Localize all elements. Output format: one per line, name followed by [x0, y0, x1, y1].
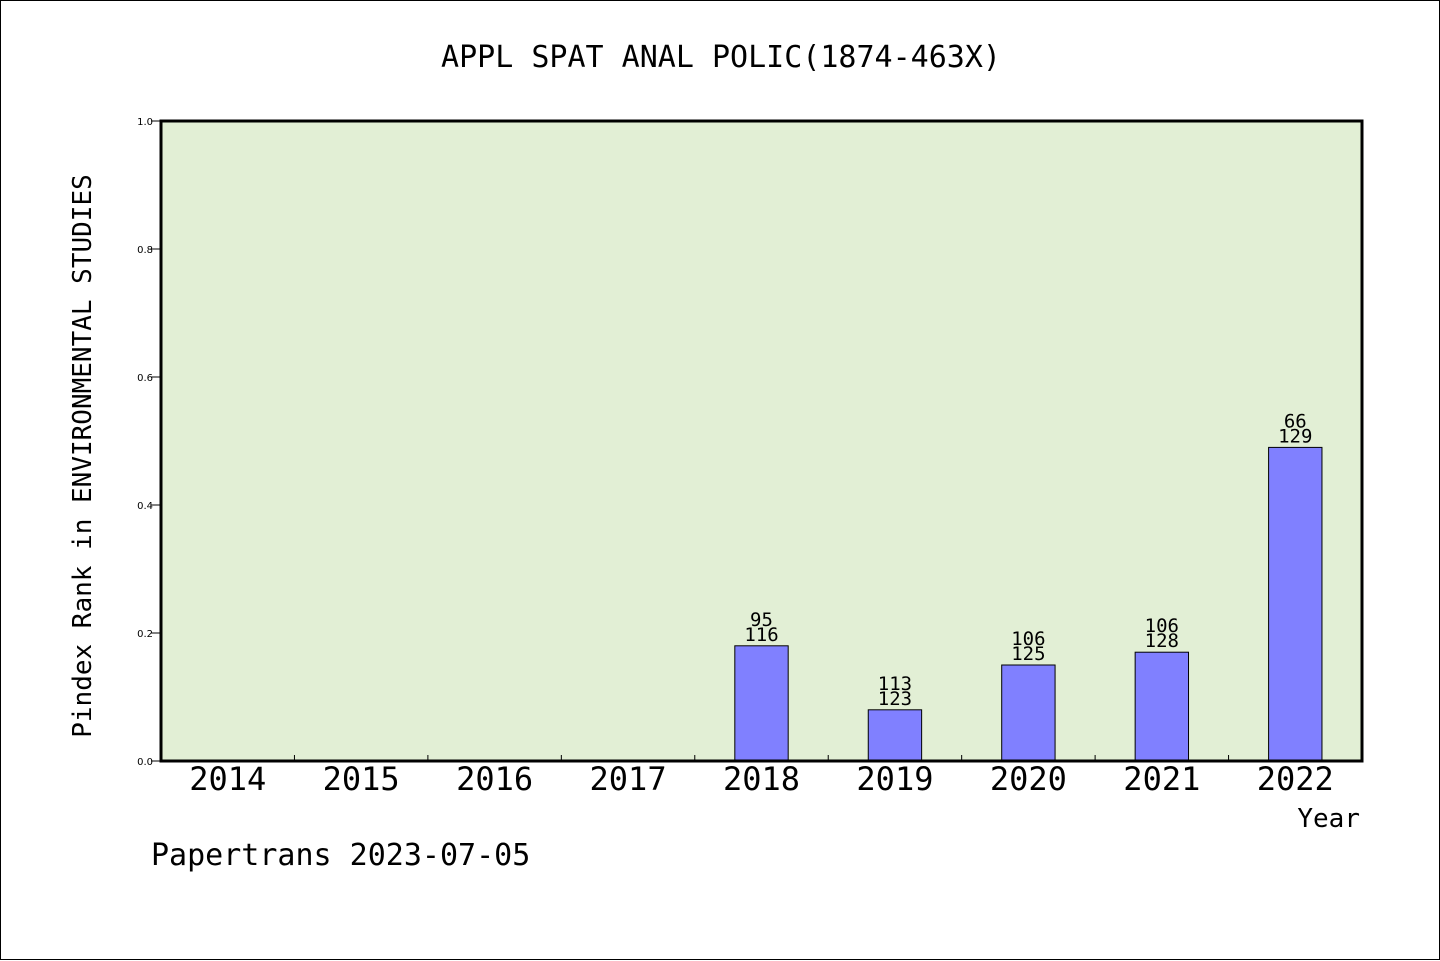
rank-label: 106 [1145, 615, 1179, 637]
total-label: 129 [1278, 425, 1312, 447]
bars-group [734, 446, 1323, 762]
total-label: 125 [1011, 643, 1045, 665]
rank-label: 113 [878, 673, 912, 695]
y-tick-label: 0.8 [137, 245, 153, 256]
total-label: 128 [1145, 630, 1179, 652]
bar-2022 [1268, 446, 1323, 762]
chart-title: APPL SPAT ANAL POLIC(1874-463X) [441, 40, 1001, 75]
x-tick-label: 2014 [189, 760, 266, 798]
plot-border [159, 119, 1364, 763]
y-tick-label: 0.4 [137, 501, 153, 512]
total-label: 116 [744, 624, 778, 646]
x-tick-label: 2020 [990, 760, 1067, 798]
total-label: 123 [878, 688, 912, 710]
x-tick-label: 2015 [323, 760, 400, 798]
bar-2021 [1134, 651, 1190, 762]
bar-2020 [1001, 664, 1056, 762]
x-tick-label: 2022 [1257, 760, 1334, 798]
rank-label: 106 [1011, 628, 1045, 650]
x-tick-label: 2018 [723, 760, 800, 798]
y-tick-label: 0.6 [137, 373, 153, 384]
x-axis-label: Year [1297, 804, 1360, 834]
y-axis-label: Pindex Rank in ENVIRONMENTAL STUDIES [68, 174, 98, 738]
y-tick-label: 1.0 [137, 117, 153, 128]
x-tick-label: 2016 [456, 760, 533, 798]
y-tick-label: 0.2 [137, 629, 153, 640]
footer-credit: Papertrans 2023-07-05 [151, 838, 530, 873]
x-tick-label: 2017 [590, 760, 667, 798]
rank-label: 66 [1284, 410, 1307, 432]
bar-2018 [734, 645, 789, 762]
rank-label: 95 [750, 609, 773, 631]
bar-2019 [867, 709, 923, 762]
y-tick-label: 0.0 [137, 757, 153, 768]
x-axis: 2014 2015 2016 2017 2018 2019 2020 2021 2022 [189, 755, 1334, 798]
y-axis: 0.0 0.2 0.4 0.6 0.8 1.0 [137, 117, 161, 768]
x-tick-label: 2021 [1123, 760, 1200, 798]
x-tick-label: 2019 [856, 760, 933, 798]
